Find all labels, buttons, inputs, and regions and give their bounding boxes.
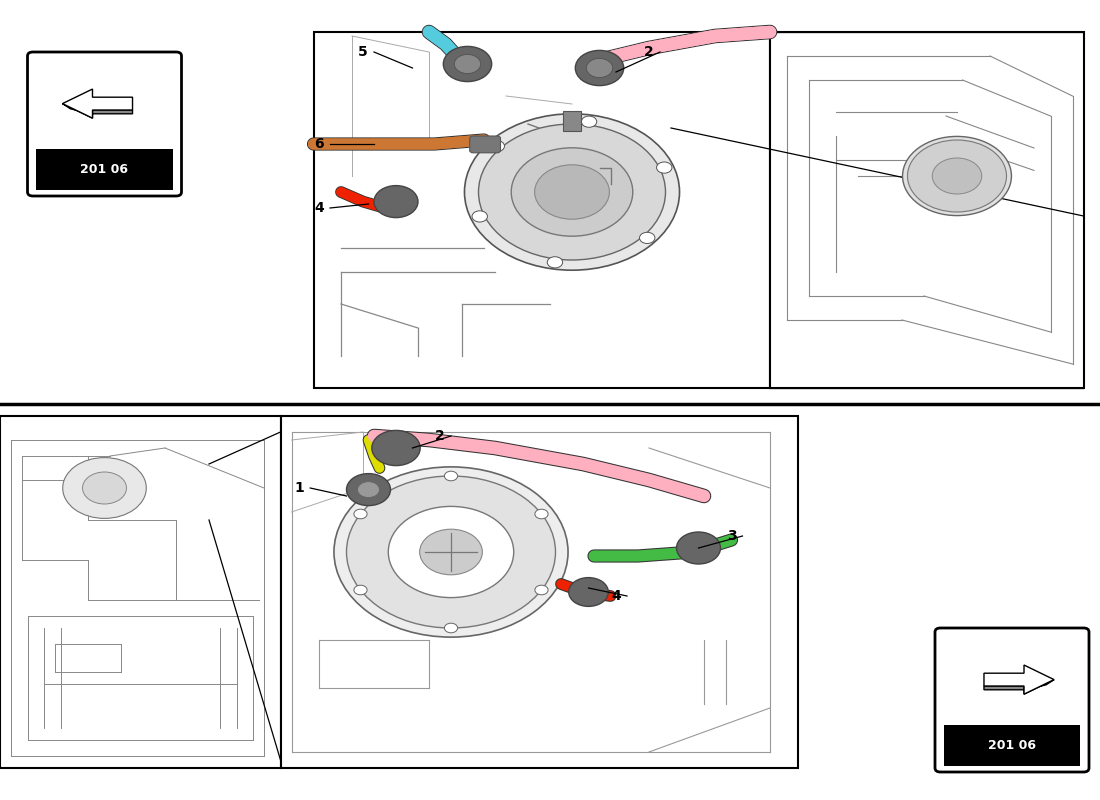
Circle shape (82, 472, 126, 504)
Text: 5: 5 (359, 45, 367, 59)
Bar (944, 725, 1080, 766)
Polygon shape (63, 89, 132, 118)
Circle shape (472, 211, 487, 222)
Circle shape (657, 162, 672, 173)
Text: 1: 1 (295, 481, 304, 495)
Text: 4: 4 (612, 589, 620, 603)
Bar (280, 416, 798, 768)
Circle shape (535, 165, 609, 219)
Circle shape (358, 482, 379, 498)
Text: a ZFparts.com site: a ZFparts.com site (424, 558, 610, 658)
Text: 6: 6 (315, 137, 323, 151)
Circle shape (464, 114, 680, 270)
Text: 2: 2 (645, 45, 653, 59)
Circle shape (535, 586, 548, 595)
Circle shape (454, 54, 481, 74)
Bar (770, 32, 1084, 388)
Text: 201 06: 201 06 (988, 738, 1036, 752)
Circle shape (490, 141, 505, 152)
Circle shape (444, 471, 458, 481)
Text: a ZFparts.com site: a ZFparts.com site (456, 166, 644, 266)
Circle shape (639, 232, 654, 243)
Polygon shape (984, 665, 1054, 694)
Bar (563, 110, 581, 130)
Circle shape (676, 532, 720, 564)
Circle shape (354, 586, 367, 595)
Circle shape (388, 506, 514, 598)
Polygon shape (63, 103, 132, 118)
Circle shape (512, 148, 632, 236)
Circle shape (346, 476, 556, 628)
Circle shape (569, 578, 608, 606)
Text: 201 06: 201 06 (80, 162, 129, 176)
Polygon shape (984, 679, 1054, 694)
Text: 2: 2 (436, 429, 444, 443)
Circle shape (354, 509, 367, 519)
FancyBboxPatch shape (935, 628, 1089, 772)
Circle shape (586, 58, 613, 78)
Circle shape (372, 430, 420, 466)
Bar (314, 32, 770, 388)
Circle shape (908, 140, 1007, 212)
Text: 4: 4 (315, 201, 323, 215)
Circle shape (548, 257, 563, 268)
Bar (0, 416, 280, 768)
FancyBboxPatch shape (470, 136, 500, 153)
Circle shape (535, 509, 548, 519)
FancyBboxPatch shape (28, 52, 182, 196)
Text: 3: 3 (727, 529, 736, 543)
Circle shape (346, 474, 390, 506)
Circle shape (933, 158, 981, 194)
Circle shape (581, 116, 596, 127)
Circle shape (444, 623, 458, 633)
Bar (36, 149, 173, 190)
Circle shape (443, 46, 492, 82)
Circle shape (575, 50, 624, 86)
Circle shape (374, 186, 418, 218)
Circle shape (334, 467, 568, 637)
Circle shape (63, 458, 146, 518)
Circle shape (902, 136, 1012, 215)
Circle shape (478, 124, 666, 260)
Circle shape (420, 530, 482, 574)
